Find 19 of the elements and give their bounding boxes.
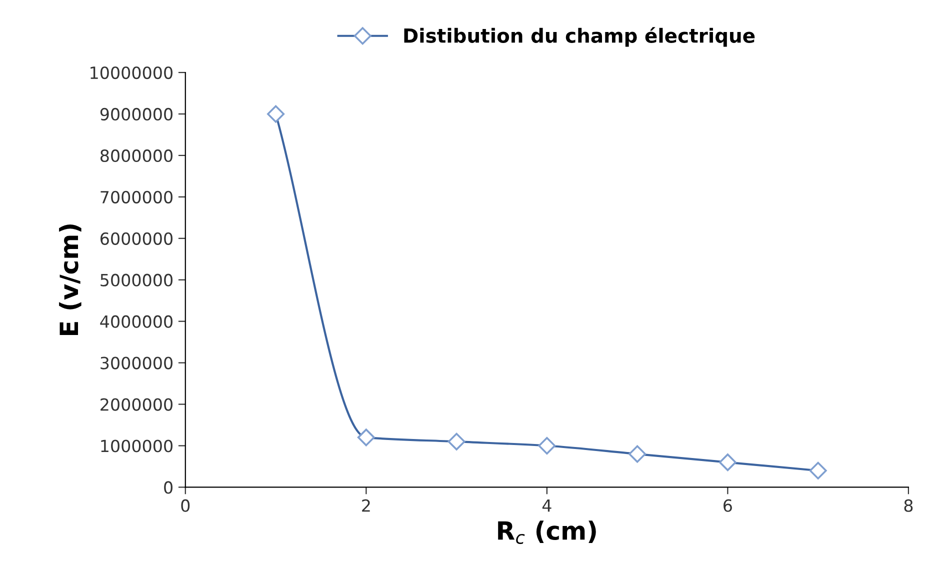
y-tick-label: 2000000: [100, 398, 172, 411]
x-tick-label: 6: [724, 499, 732, 512]
x-tick-label: 0: [181, 499, 190, 512]
y-tick-label: 9000000: [100, 108, 172, 121]
y-axis-title: E (v/cm): [59, 224, 82, 336]
x-tick-label: 8: [904, 499, 913, 512]
y-tick-label: 7000000: [100, 190, 172, 204]
y-tick-label: 8000000: [100, 149, 172, 162]
x-tick-label: 2: [362, 499, 370, 512]
y-tick-label: 5000000: [100, 274, 172, 286]
x-tick-label: 4: [542, 500, 552, 512]
y-tick-label: 3000000: [100, 356, 172, 370]
y-tick-label: 4000000: [100, 315, 172, 328]
legend-label: Distibution du champ électrique: [404, 27, 755, 47]
y-tick-label: 0: [164, 481, 172, 494]
y-tick-label: 6000000: [100, 232, 172, 245]
y-tick-label: 10000000: [90, 66, 172, 80]
x-axis-title: R$_{c}$ (cm): [498, 520, 596, 544]
y-tick-label: 1000000: [101, 440, 172, 452]
